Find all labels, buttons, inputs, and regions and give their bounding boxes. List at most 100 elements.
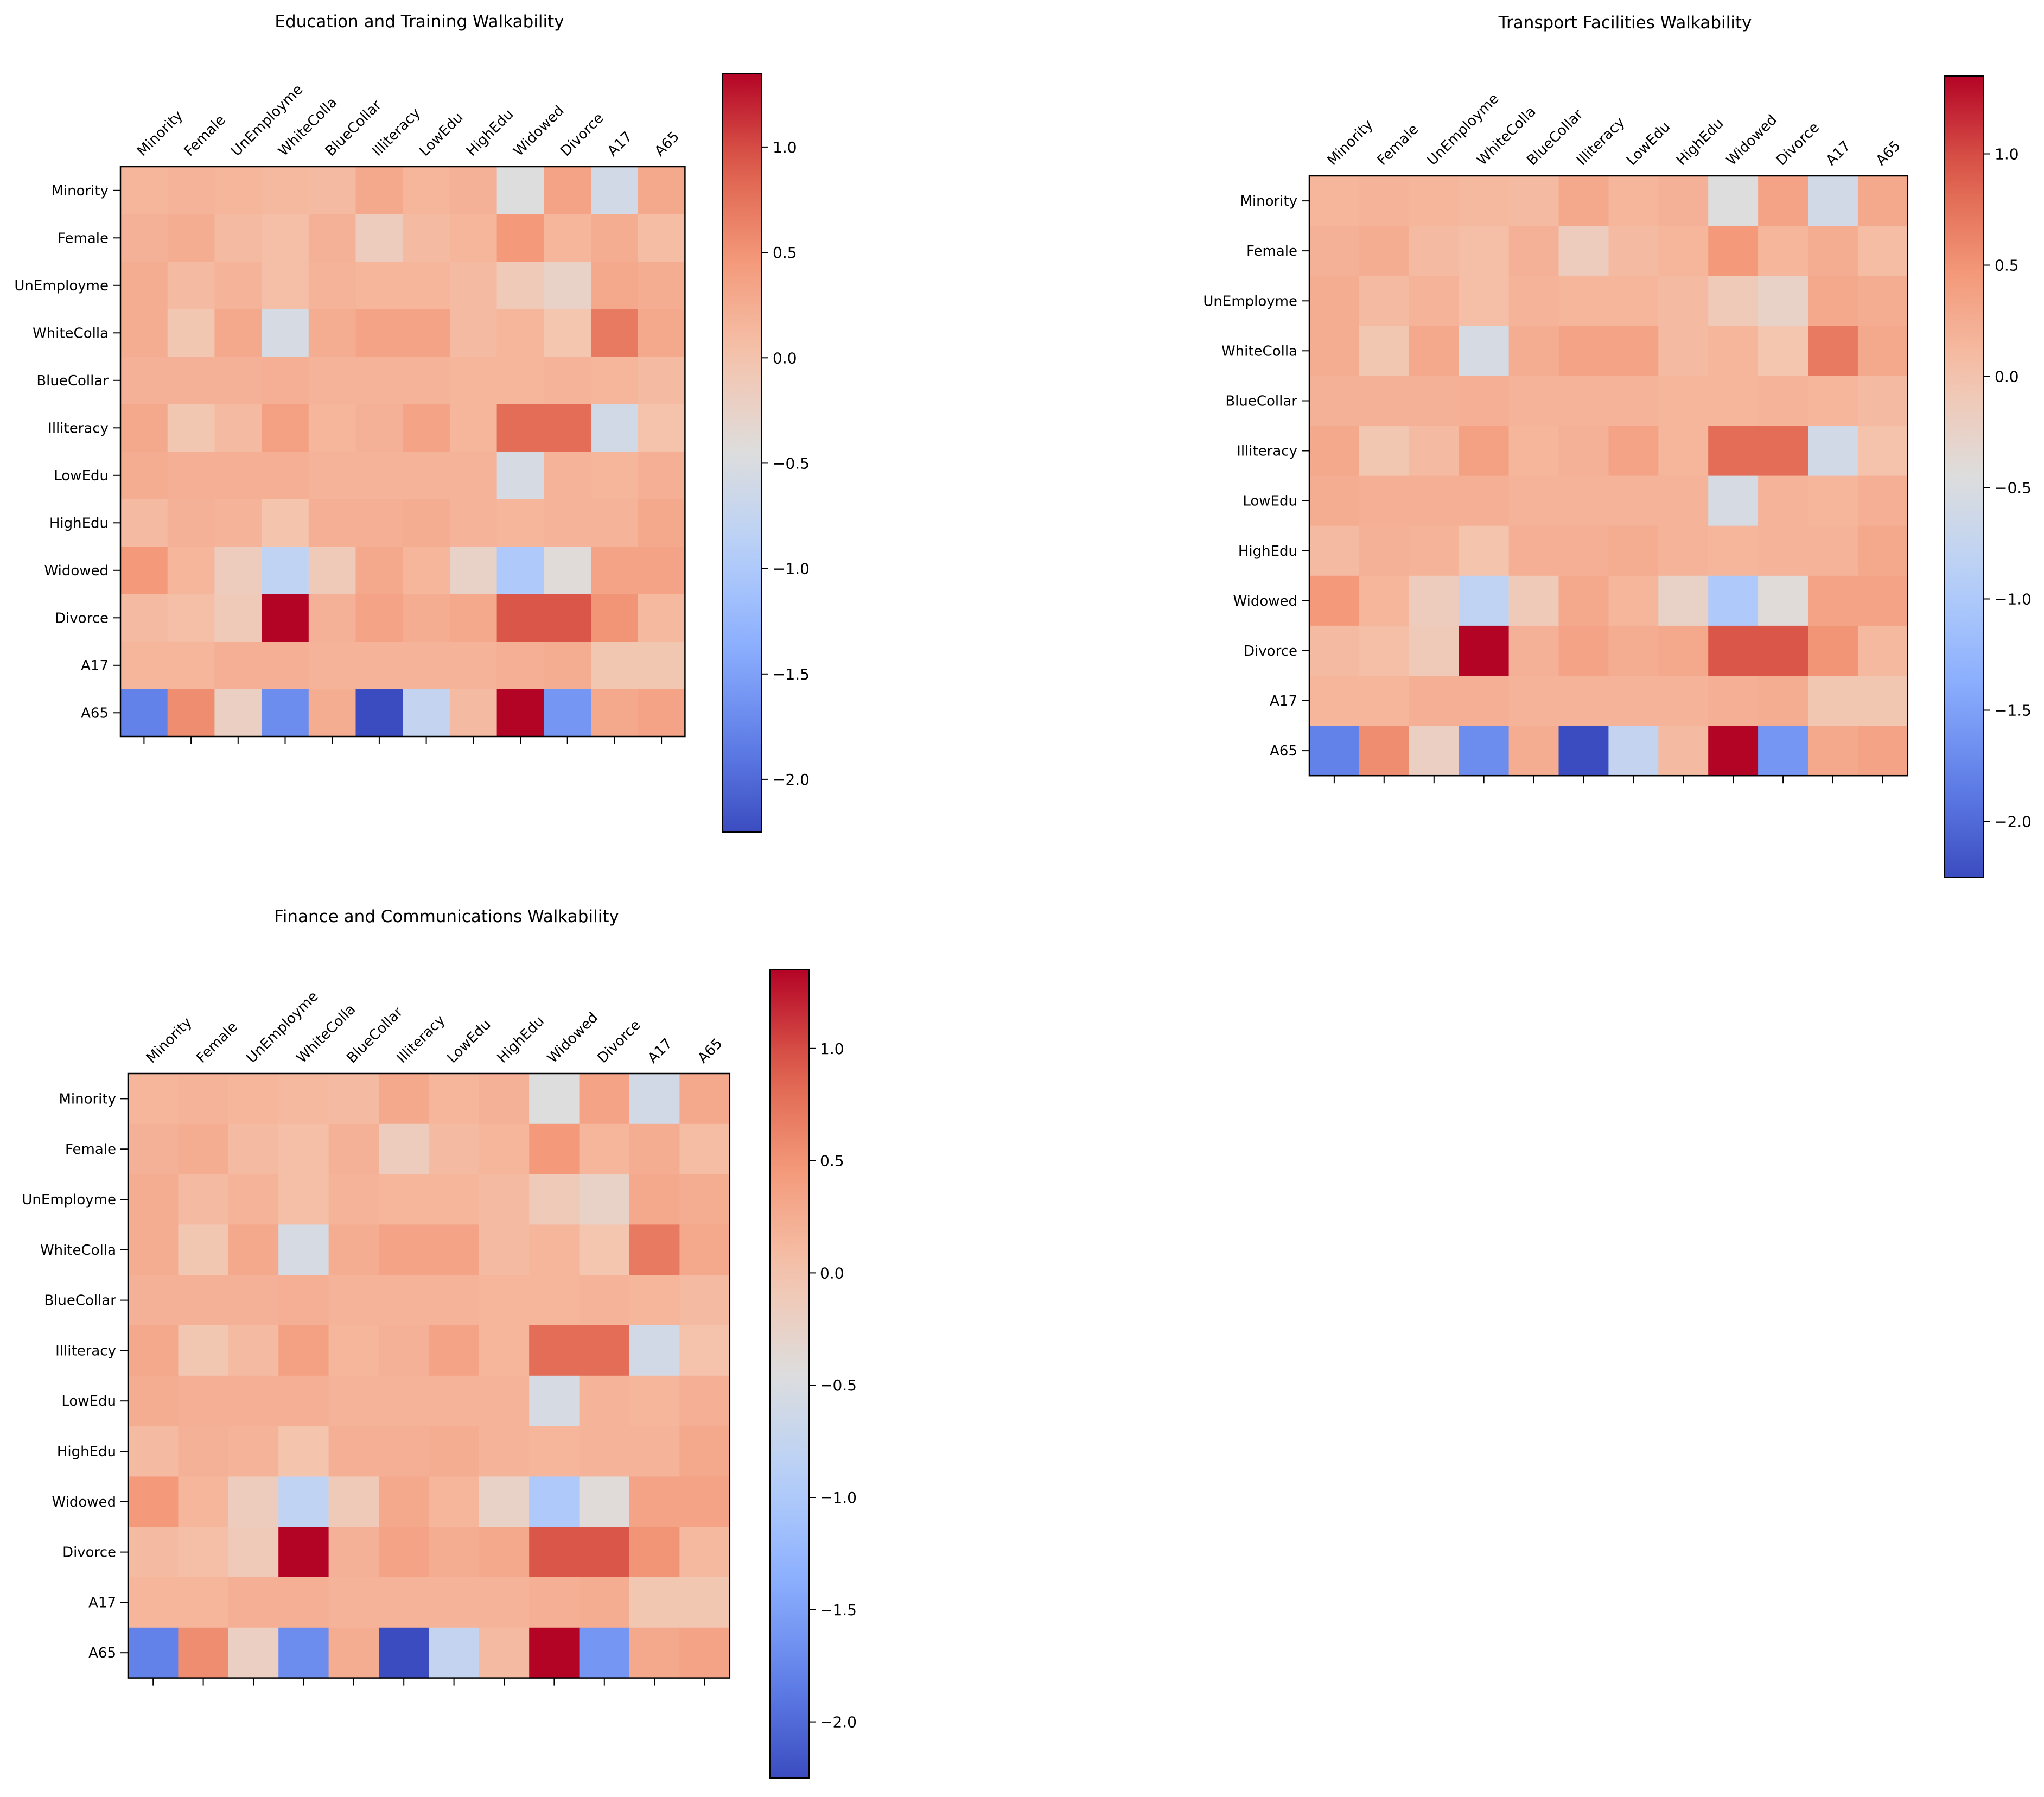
heatmap-cell — [1808, 676, 1858, 726]
y-tick-label: A17 — [81, 658, 109, 674]
heatmap-cell — [1658, 176, 1709, 226]
heatmap-cell — [429, 1375, 480, 1427]
colorbar-tick-label: 0.5 — [820, 1152, 844, 1170]
colorbar — [722, 73, 762, 833]
heatmap-cell — [1808, 376, 1858, 427]
heatmap-cell — [128, 1375, 179, 1427]
heatmap-cell — [1508, 475, 1559, 526]
heatmap-cell — [429, 1275, 480, 1326]
heatmap-cell — [214, 309, 262, 357]
heatmap-cell — [449, 452, 498, 500]
heatmap-cell — [178, 1325, 229, 1376]
heatmap-cell — [1309, 426, 1360, 477]
colorbar-tick-label: −0.5 — [773, 454, 810, 472]
heatmap-cell — [449, 499, 498, 547]
heatmap-cell — [262, 262, 309, 310]
heatmap-cell — [638, 689, 685, 737]
heatmap-cell — [167, 547, 215, 595]
heatmap-cell — [479, 1325, 530, 1376]
y-tick-label: Widowed — [52, 1494, 116, 1510]
heatmap-cell — [1459, 525, 1510, 576]
heatmap-cell — [449, 357, 498, 405]
heatmap-cell — [262, 357, 309, 405]
heatmap-cell — [529, 1123, 580, 1175]
y-tick-label: Minority — [1240, 193, 1297, 209]
heatmap-cell — [529, 1275, 580, 1326]
heatmap-cell — [1608, 475, 1659, 526]
heatmap-cell — [529, 1174, 580, 1225]
heatmap-cell — [591, 404, 639, 452]
colorbar-tick-label: 0.5 — [1995, 257, 2019, 275]
heatmap-cell — [355, 214, 403, 262]
heatmap-cell — [178, 1375, 229, 1427]
heatmap-cell — [128, 1527, 179, 1578]
colorbar-tick-label: −1.0 — [820, 1489, 857, 1507]
heatmap-cell — [1309, 376, 1360, 427]
heatmap-cell — [479, 1174, 530, 1225]
heatmap-cell — [1857, 475, 1908, 526]
heatmap-cell — [228, 1426, 279, 1477]
heatmap-cell — [214, 357, 262, 405]
heatmap-cell — [638, 309, 685, 357]
y-tick-label: Female — [65, 1141, 116, 1158]
heatmap-cell — [429, 1577, 480, 1628]
heatmap-cell — [591, 309, 639, 357]
heatmap-cell — [214, 689, 262, 737]
heatmap-cell — [496, 309, 544, 357]
heatmap-cell — [128, 1476, 179, 1527]
heatmap-cell — [479, 1426, 530, 1477]
heatmap-cell — [429, 1224, 480, 1275]
heatmap-cell — [1309, 726, 1360, 776]
heatmap-cell — [1359, 625, 1410, 676]
heatmap-cell — [679, 1123, 730, 1175]
colorbar — [1944, 75, 1984, 878]
heatmap-cell — [379, 1224, 429, 1275]
heatmap-cell — [403, 404, 450, 452]
heatmap-cell — [479, 1527, 530, 1578]
heatmap-cell — [1359, 326, 1410, 376]
colorbar-tick-label: 1.0 — [820, 1040, 844, 1058]
y-tick-label: LowEdu — [1243, 493, 1297, 510]
heatmap-cell — [328, 1577, 379, 1628]
heatmap-cell — [403, 689, 450, 737]
heatmap-cell — [1658, 525, 1709, 576]
colorbar-tick-label: −2.0 — [820, 1713, 857, 1731]
heatmap-cell — [1857, 376, 1908, 427]
heatmap-cell — [1508, 376, 1559, 427]
heatmap-cell — [579, 1577, 630, 1628]
heatmap-cell — [228, 1074, 279, 1125]
heatmap-cell — [1558, 376, 1609, 427]
heatmap-cell — [1409, 625, 1460, 676]
heatmap-cell — [629, 1325, 680, 1376]
heatmap-cell — [1558, 525, 1609, 576]
y-tick-label: Divorce — [55, 610, 109, 626]
heatmap-cell — [1758, 226, 1809, 276]
heatmap-cell — [1857, 276, 1908, 326]
heatmap-cell — [1508, 676, 1559, 726]
heatmap-cell — [1608, 276, 1659, 326]
heatmap-cell — [328, 1476, 379, 1527]
heatmap-cell — [167, 262, 215, 310]
heatmap-cell — [1459, 726, 1510, 776]
heatmap-cell — [629, 1627, 680, 1679]
heatmap-cell — [262, 309, 309, 357]
heatmap-cell — [1409, 176, 1460, 226]
heatmap-cell — [496, 499, 544, 547]
heatmap-cell — [1558, 475, 1609, 526]
heatmap-cell — [355, 452, 403, 500]
y-tick-label: Female — [1246, 243, 1297, 259]
heatmap-cell — [1359, 276, 1410, 326]
heatmap-cell — [1708, 226, 1759, 276]
heatmap-cell — [638, 357, 685, 405]
heatmap-cell — [529, 1627, 580, 1679]
heatmap-cell — [1508, 426, 1559, 477]
heatmap-cell — [403, 357, 450, 405]
heatmap-cell — [629, 1527, 680, 1578]
heatmap-cell — [638, 452, 685, 500]
heatmap-cell — [579, 1174, 630, 1225]
heatmap-cell — [1359, 426, 1410, 477]
heatmap-cell — [262, 167, 309, 215]
heatmap-cell — [403, 452, 450, 500]
heatmap-cell — [544, 547, 591, 595]
y-tick-label: UnEmployme — [22, 1192, 116, 1208]
